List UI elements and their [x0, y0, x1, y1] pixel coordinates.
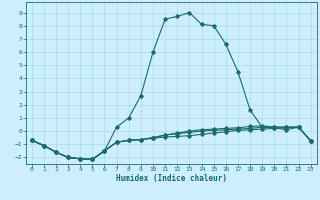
X-axis label: Humidex (Indice chaleur): Humidex (Indice chaleur)	[116, 174, 227, 183]
